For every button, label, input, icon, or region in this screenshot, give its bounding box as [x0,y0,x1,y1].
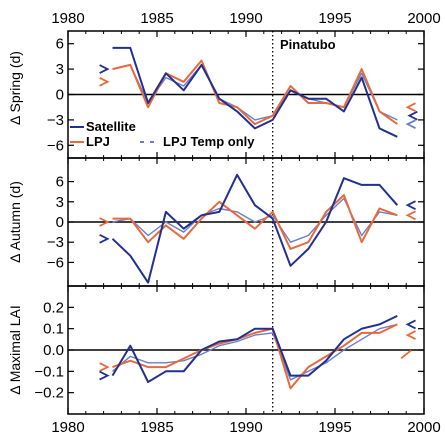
y-tick-label: −0.2 [34,385,64,402]
trend-marker [99,234,110,244]
trend-marker [405,119,416,129]
panel-1-ylabel: Δ Spring (d) [7,51,23,125]
y-tick-label: 0.2 [43,299,64,316]
series-lpj-line [112,194,398,250]
legend: Satellite LPJ LPJ Temp only [70,119,255,149]
y-tick-label: 3 [56,61,64,78]
panel-1: 6 3 0 −3 −6 [47,30,425,159]
trend-marker [400,349,412,359]
y-tick-label: 0 [56,87,64,104]
trend-marker [405,200,416,210]
panel-3-ylabel: Δ Maximal LAI [7,305,23,395]
x-bottom-tick-label: 2000 [407,419,440,436]
y-tick-label: 3 [56,194,64,211]
x-bottom-tick-label: 1980 [51,419,84,436]
trend-marker [407,110,418,121]
trend-marker [99,64,110,74]
x-top-tick-label: 1980 [51,10,84,27]
x-top-tick-label: 1990 [229,10,262,27]
series-satellite-line [111,173,399,284]
x-top-tick-label: 1985 [140,10,173,27]
y-tick-label: −3 [47,112,64,129]
trend-marker [99,370,110,381]
y-tick-label: 6 [56,174,64,191]
trend-marker [405,102,416,113]
y-tick-label: 0.0 [43,342,64,359]
trend-marker [99,76,110,87]
x-top-tick-labels: 1980 1985 1990 1995 2000 [51,10,440,27]
y-tick-label: −3 [47,234,64,251]
panel-2-ylabel: Δ Autumn (d) [7,181,23,263]
y-tick-label: −0.1 [34,363,64,380]
trend-marker [99,362,110,372]
legend-satellite-label: Satellite [86,119,136,134]
series-lpj-line [112,323,398,390]
x-bottom-tick-labels: 1980 1985 1990 1995 2000 [51,419,440,436]
panel-2: 6 3 0 −3 −6 [47,157,425,287]
trend-marker [99,217,110,227]
x-bottom-tick-label: 1985 [140,419,173,436]
pinatubo-annotation: Pinatubo [280,37,336,52]
x-bottom-tick-label: 1995 [318,419,351,436]
series-satellite-line [112,46,398,138]
y-tick-label: −6 [47,254,64,271]
legend-lpj-temp-label: LPJ Temp only [163,134,255,149]
legend-lpj-label: LPJ [86,134,110,149]
y-tick-label: 0 [56,214,64,231]
x-top-tick-label: 2000 [407,10,440,27]
series-satellite-line [111,314,398,383]
trend-marker [405,210,416,221]
y-tick-label: −6 [47,137,64,154]
panel-3: 0.2 0.1 0.0 −0.1 −0.2 [34,285,425,415]
trend-marker [405,319,416,330]
series-lpj-temp-line [112,323,398,381]
trend-marker [405,330,416,340]
x-bottom-tick-label: 1990 [229,419,262,436]
panels: 6 3 0 −3 −6 6 3 0 −3 −6 0.2 0.1 0.0 −0.1 −0.2 [34,30,425,415]
x-top-tick-label: 1995 [318,10,351,27]
y-tick-label: 6 [56,36,64,53]
y-tick-label: 0.1 [43,321,64,338]
